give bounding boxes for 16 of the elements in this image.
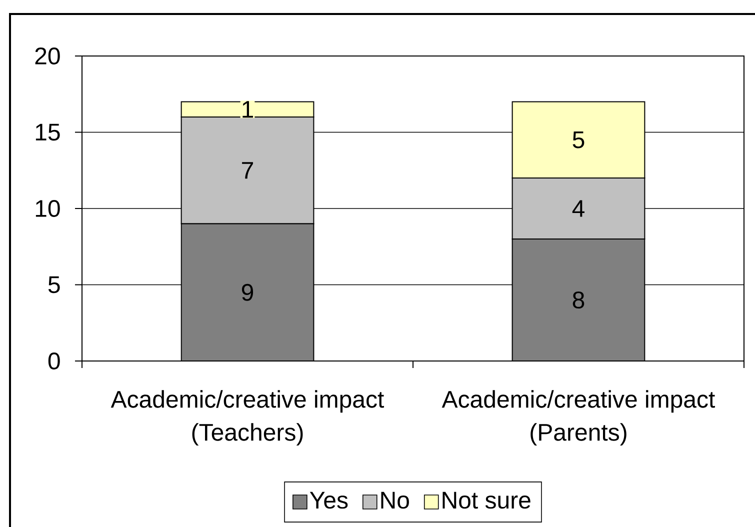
y-tick-label: 20: [35, 48, 60, 64]
legend-label: Not sure: [442, 492, 530, 509]
y-tick-label: 15: [36, 124, 60, 141]
data-label: 1: [242, 101, 253, 118]
data-label: 5: [572, 131, 584, 148]
legend-label: No: [381, 492, 409, 509]
data-label: 4: [572, 200, 584, 217]
x-tick-label: Academic/creative impact (Parents): [442, 390, 715, 446]
data-label: 7: [242, 162, 253, 179]
y-tick-label: 10: [36, 200, 60, 217]
legend-label: Yes: [310, 492, 348, 509]
y-tick-label: 5: [48, 276, 60, 294]
data-label: 9: [242, 284, 254, 301]
data-label: 8: [572, 292, 584, 308]
x-tick-label: Academic/creative impact (Teachers): [110, 390, 384, 446]
y-tick-label: 0: [48, 352, 60, 370]
